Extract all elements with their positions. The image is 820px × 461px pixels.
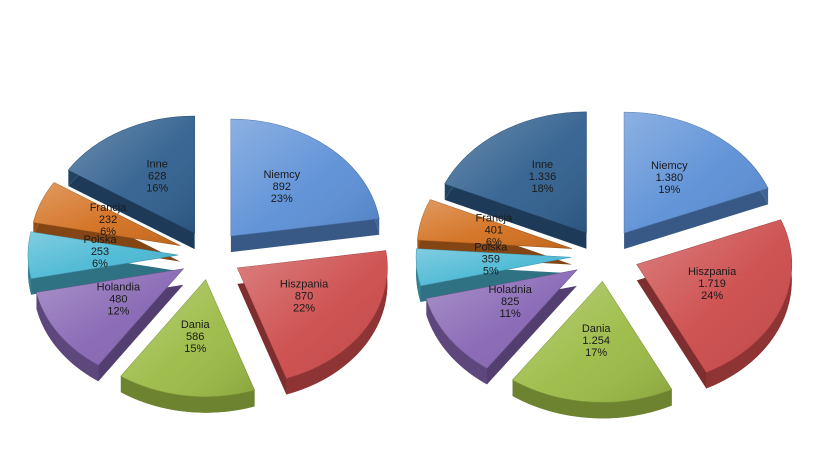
- pie-slice-niemcy: Niemcy 892 23%: [230, 118, 380, 253]
- slice-value-label: 480: [109, 293, 127, 305]
- slice-value-label: 359: [482, 254, 500, 266]
- pie-slice-gloss: [230, 119, 380, 237]
- slice-name-label: Holandia: [97, 281, 141, 293]
- pie-slice-gloss: [512, 281, 672, 403]
- pie-slice-gloss: [120, 279, 255, 397]
- slice-value-label: 401: [485, 224, 503, 236]
- slice-value-label: 1.254: [582, 335, 610, 347]
- slice-percent-label: 5%: [483, 266, 499, 278]
- slice-name-label: Niemcy: [263, 169, 300, 181]
- slice-percent-label: 19%: [658, 184, 680, 196]
- pie-slice-gloss: [36, 268, 184, 366]
- pie-slice-inne: Inne 628 16%: [67, 115, 195, 250]
- pie-slice-rim: [512, 379, 672, 419]
- data-label: Dania 586 15%: [181, 319, 211, 355]
- data-label: Polska 253 6%: [83, 234, 117, 270]
- slice-percent-label: 12%: [107, 305, 129, 317]
- pie-chart-right: Inne 1.336 18% Niemcy 1.380 19% Francja 401 6%Po…: [415, 111, 793, 419]
- pie-chart-left: Inne 628 16%Niemcy 892 23%Francja 232 6%Polska…: [27, 115, 388, 413]
- slice-percent-label: 11%: [500, 308, 521, 320]
- pie-slice-gloss: [68, 116, 195, 234]
- pie-slice-gloss: [28, 231, 179, 279]
- slice-name-label: Dania: [181, 319, 211, 331]
- pie-slice-francja: Francja 232 6%: [32, 182, 181, 262]
- data-label: Inne 628 16%: [146, 159, 168, 195]
- pie-slice-gloss: [417, 199, 573, 249]
- pie-slice-holandia: Holadnia 825 11%: [425, 269, 578, 385]
- data-label: Inne 1.336 18%: [529, 159, 557, 195]
- data-label: Francja 401 6%: [475, 212, 513, 248]
- pie-slice-rim: [286, 250, 388, 395]
- slice-name-label: Inne: [532, 159, 553, 171]
- slice-percent-label: 6%: [92, 258, 108, 270]
- slice-percent-label: 23%: [271, 193, 293, 205]
- slice-value-label: 825: [501, 296, 519, 308]
- pie-slice-rim: [36, 292, 99, 382]
- slice-value-label: 253: [91, 246, 109, 258]
- slice-value-label: 870: [295, 290, 313, 302]
- pie-slice-rim: [426, 298, 487, 385]
- slice-name-label: Hiszpania: [688, 266, 737, 278]
- slice-name-label: Holadnia: [488, 284, 532, 296]
- slice-value-label: 1.719: [698, 278, 726, 290]
- slice-value-label: 1.380: [656, 172, 684, 184]
- slice-name-label: Polska: [474, 242, 508, 254]
- slice-percent-label: 22%: [293, 302, 315, 314]
- pie-slice-rim: [120, 376, 255, 413]
- slice-name-label: Inne: [146, 159, 167, 171]
- data-label: Niemcy 1.380 19%: [651, 160, 688, 196]
- slice-percent-label: 15%: [184, 343, 206, 355]
- data-label: Hiszpania 1.719 24%: [688, 266, 737, 302]
- slice-percent-label: 24%: [701, 290, 723, 302]
- slice-percent-label: 17%: [585, 347, 607, 359]
- slice-name-label: Hiszpania: [280, 278, 329, 290]
- pie-slice-gloss: [426, 269, 577, 369]
- slice-value-label: 1.336: [529, 171, 557, 183]
- slice-percent-label: 18%: [531, 183, 553, 195]
- pie-slice-gloss: [636, 219, 792, 373]
- data-label: Holandia 480 12%: [97, 281, 141, 317]
- data-label: Polska 359 5%: [474, 242, 508, 278]
- slice-value-label: 586: [186, 331, 204, 343]
- slice-value-label: 628: [148, 171, 166, 183]
- pie-slice-rim: [416, 248, 421, 302]
- slice-name-label: Francja: [475, 212, 513, 224]
- slice-value-label: 232: [99, 214, 117, 226]
- data-label: Dania 1.254 17%: [582, 323, 612, 359]
- slice-name-label: Francja: [90, 202, 128, 214]
- data-label: Francja 232 6%: [90, 202, 128, 238]
- pie-slice-hiszpania: Hiszpania 870 22%: [236, 250, 388, 395]
- data-label: Niemcy 892 23%: [263, 169, 300, 205]
- slice-percent-label: 6%: [100, 226, 116, 238]
- pie-slice-gloss: [237, 250, 388, 379]
- data-label: Holadnia 825 11%: [488, 284, 532, 320]
- slice-name-label: Polska: [83, 234, 117, 246]
- pie-slice-hiszpania: Hiszpania 1.719 24%: [636, 219, 793, 389]
- pie-slice-gloss: [444, 111, 587, 233]
- pie-slice-niemcy: Niemcy 1.380 19%: [623, 111, 769, 250]
- pie-slice-gloss: [33, 182, 181, 246]
- slice-percent-label: 16%: [146, 183, 168, 195]
- pie-slice-polska: Polska 359 5%: [415, 242, 572, 302]
- slice-percent-label: 6%: [486, 236, 502, 248]
- slice-name-label: Dania: [582, 323, 612, 335]
- slice-value-label: 892: [273, 181, 291, 193]
- pie-slice-holandia: Holandia 480 12%: [36, 268, 185, 382]
- pie-slice-inne: Inne 1.336 18%: [444, 111, 587, 249]
- pie-slice-gloss: [624, 112, 769, 234]
- pie-slice-polska: Polska 253 6%: [27, 231, 179, 295]
- pie-slice-gloss: [416, 248, 572, 286]
- pie-slice-dania: Dania 586 15%: [120, 279, 256, 413]
- data-label: Hiszpania 870 22%: [280, 278, 329, 314]
- pie-slice-dania: Dania 1.254 17%: [512, 280, 673, 419]
- slice-name-label: Niemcy: [651, 160, 688, 172]
